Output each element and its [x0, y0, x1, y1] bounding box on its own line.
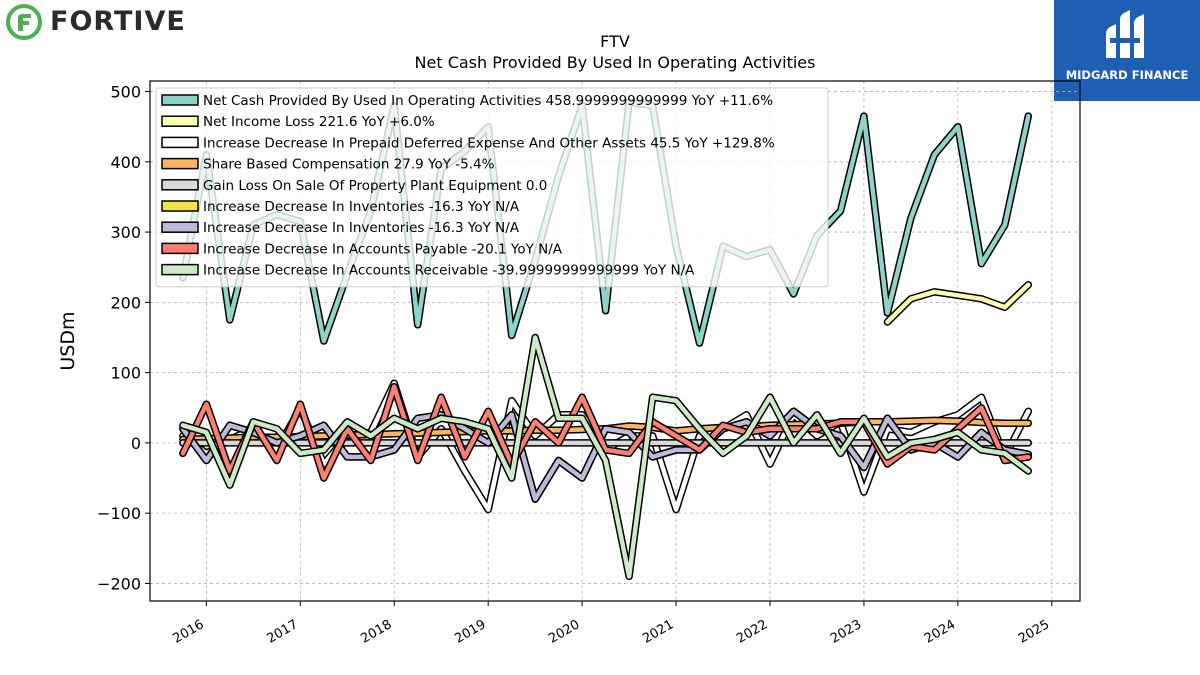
x-tick-label: 2024	[922, 617, 958, 647]
legend-entry: Increase Decrease In Accounts Payable -2…	[203, 241, 563, 257]
y-tick-label: 200	[110, 293, 141, 312]
series-lines	[179, 98, 1033, 581]
series-stroke-0	[180, 99, 1031, 346]
x-tick-label: 2020	[546, 617, 582, 647]
legend-swatch	[161, 115, 199, 127]
series-stroke-6	[180, 409, 1031, 502]
y-tick-label: −200	[97, 574, 141, 593]
midgard-emblem-icon	[1106, 10, 1144, 58]
midgard-finance-logo-text: MIDGARD FINANCE	[1065, 68, 1189, 82]
x-tick-label: 2017	[264, 617, 300, 647]
series-line-1	[883, 281, 1033, 326]
x-tick-label: 2019	[452, 617, 488, 647]
x-tick-label: 2025	[1016, 617, 1052, 647]
legend-swatch	[161, 263, 199, 276]
legend-swatch	[161, 94, 199, 106]
legend-swatch	[161, 157, 199, 170]
legend-swatch	[161, 179, 199, 191]
legend-entry: Increase Decrease In Prepaid Deferred Ex…	[203, 135, 775, 151]
fortive-logo-icon	[6, 4, 42, 40]
legend-entry: Increase Decrease In Inventories -16.3 Y…	[203, 220, 520, 236]
legend-swatch	[161, 136, 199, 149]
series-line-7	[179, 382, 1033, 482]
legend-entry: Share Based Compensation 27.9 YoY -5.4%	[203, 157, 495, 173]
legend-entry: Increase Decrease In Accounts Receivable…	[203, 263, 695, 279]
legend-entry: Net Income Loss 221.6 YoY +6.0%	[203, 114, 435, 130]
legend-swatch	[161, 221, 199, 233]
chart-subtitle: Net Cash Provided By Used In Operating A…	[414, 53, 816, 72]
series-line-6	[179, 407, 1033, 503]
y-tick-label: 0	[131, 434, 141, 453]
x-tick-label: 2021	[640, 617, 676, 647]
series-line-8	[179, 333, 1033, 581]
series-line-0	[179, 98, 1033, 347]
y-tick-label: 300	[110, 223, 141, 242]
legend-entry: Increase Decrease In Inventories -16.3 Y…	[203, 199, 520, 215]
chart-title: FTV	[600, 32, 630, 51]
series-stroke-7	[180, 384, 1031, 481]
legend-box	[155, 87, 829, 288]
x-tick-label: 2018	[358, 617, 394, 647]
legend-swatch	[161, 200, 199, 212]
series-stroke-8	[180, 335, 1031, 579]
x-tick-label: 2022	[734, 617, 770, 647]
x-tick-label: 2023	[828, 617, 864, 647]
legend: Net Cash Provided By Used In Operating A…	[155, 87, 829, 288]
x-tick-label: 2016	[171, 617, 207, 647]
y-tick-label: 500	[110, 83, 141, 102]
y-axis-label: USDm	[57, 311, 79, 370]
fortive-logo: FORTIVE	[6, 4, 196, 42]
legend-swatch	[161, 242, 199, 255]
fortive-logo-text: FORTIVE	[50, 6, 186, 37]
y-tick-label: 100	[110, 364, 141, 383]
plot-frame	[149, 80, 1081, 602]
midgard-finance-logo: MIDGARD FINANCE	[1054, 0, 1200, 101]
y-tick-label: −100	[97, 504, 141, 523]
series-stroke-1	[885, 282, 1031, 325]
legend-entry: Gain Loss On Sale Of Property Plant Equi…	[203, 178, 547, 194]
y-tick-label: 400	[110, 153, 141, 172]
legend-entry: Net Cash Provided By Used In Operating A…	[203, 93, 773, 109]
